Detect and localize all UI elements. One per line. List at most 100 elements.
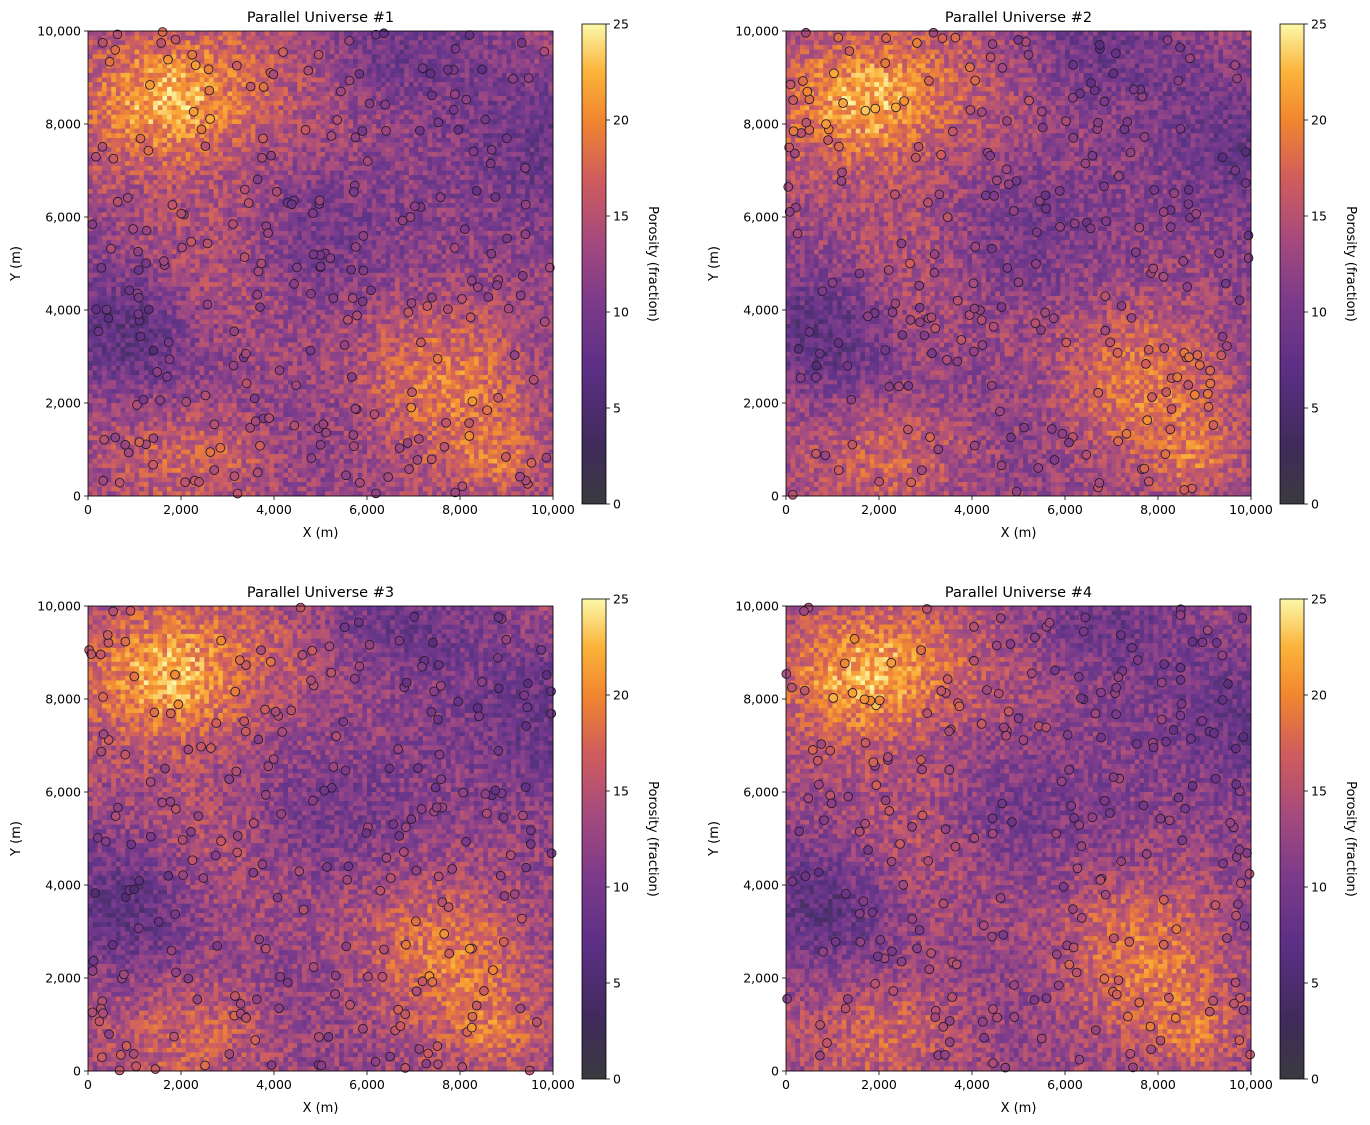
heatmap-cell bbox=[107, 73, 112, 78]
heatmap-cell bbox=[502, 115, 507, 120]
heatmap-cell bbox=[135, 101, 140, 106]
heatmap-cell bbox=[367, 82, 372, 87]
heatmap-cell bbox=[372, 129, 377, 134]
heatmap-cell bbox=[497, 91, 502, 96]
heatmap-cell bbox=[395, 36, 400, 41]
heatmap-cell bbox=[279, 87, 284, 92]
heatmap-cell bbox=[465, 161, 470, 166]
heatmap-cell bbox=[548, 157, 553, 162]
heatmap-cell bbox=[372, 40, 377, 45]
heatmap-cell bbox=[386, 175, 391, 180]
heatmap-cell bbox=[176, 198, 181, 203]
heatmap-cell bbox=[395, 161, 400, 166]
heatmap-cell bbox=[162, 96, 167, 101]
heatmap-cell bbox=[404, 73, 409, 78]
heatmap-cell bbox=[474, 171, 479, 176]
heatmap-cell bbox=[237, 124, 242, 129]
heatmap-cell bbox=[93, 171, 98, 176]
heatmap-cell bbox=[167, 82, 172, 87]
heatmap-cell bbox=[269, 59, 274, 64]
heatmap-cell bbox=[321, 73, 326, 78]
heatmap-cell bbox=[330, 180, 335, 185]
heatmap-cell bbox=[548, 45, 553, 50]
heatmap-cell bbox=[358, 175, 363, 180]
heatmap-cell bbox=[148, 119, 153, 124]
heatmap-cell bbox=[511, 189, 516, 194]
heatmap-cell bbox=[116, 59, 121, 64]
heatmap-cell bbox=[400, 184, 405, 189]
heatmap-cell bbox=[223, 105, 228, 110]
heatmap-cell bbox=[418, 54, 423, 59]
heatmap-cell bbox=[288, 166, 293, 171]
heatmap-cell bbox=[418, 189, 423, 194]
heatmap-cell bbox=[520, 31, 525, 36]
heatmap-cell bbox=[520, 101, 525, 106]
heatmap-cell bbox=[400, 124, 405, 129]
heatmap-cell bbox=[502, 96, 507, 101]
heatmap-cell bbox=[330, 189, 335, 194]
heatmap-cell bbox=[418, 91, 423, 96]
heatmap-cell bbox=[400, 133, 405, 138]
heatmap-cell bbox=[130, 40, 135, 45]
heatmap-cell bbox=[232, 157, 237, 162]
heatmap-cell bbox=[502, 40, 507, 45]
heatmap-cell bbox=[279, 147, 284, 152]
heatmap-cell bbox=[325, 105, 330, 110]
heatmap-cell bbox=[446, 166, 451, 171]
heatmap-cell bbox=[269, 124, 274, 129]
heatmap-cell bbox=[534, 171, 539, 176]
heatmap-cell bbox=[162, 110, 167, 115]
heatmap-cell bbox=[232, 143, 237, 148]
heatmap-cell bbox=[260, 184, 265, 189]
heatmap-cell bbox=[116, 101, 121, 106]
heatmap-cell bbox=[432, 171, 437, 176]
heatmap-cell bbox=[516, 171, 521, 176]
heatmap-cell bbox=[502, 198, 507, 203]
heatmap-cell bbox=[502, 91, 507, 96]
heatmap-cell bbox=[111, 143, 116, 148]
heatmap-cell bbox=[223, 115, 228, 120]
heatmap-cell bbox=[209, 180, 214, 185]
heatmap-cell bbox=[339, 147, 344, 152]
heatmap-cell bbox=[409, 115, 414, 120]
heatmap-cell bbox=[167, 115, 172, 120]
heatmap-cell bbox=[144, 73, 149, 78]
heatmap-cell bbox=[353, 101, 358, 106]
heatmap-cell bbox=[372, 78, 377, 83]
heatmap-cell bbox=[497, 105, 502, 110]
heatmap-cell bbox=[404, 59, 409, 64]
heatmap-cell bbox=[130, 161, 135, 166]
heatmap-cell bbox=[88, 50, 93, 55]
heatmap-cell bbox=[460, 157, 465, 162]
heatmap-cell bbox=[455, 157, 460, 162]
heatmap-cell bbox=[516, 59, 521, 64]
heatmap-cell bbox=[465, 133, 470, 138]
heatmap-cell bbox=[423, 96, 428, 101]
heatmap-cell bbox=[274, 166, 279, 171]
heatmap-cell bbox=[251, 54, 256, 59]
heatmap-cell bbox=[293, 138, 298, 143]
heatmap-cell bbox=[348, 166, 353, 171]
heatmap-cell bbox=[195, 161, 200, 166]
heatmap-cell bbox=[172, 96, 177, 101]
heatmap-cell bbox=[255, 45, 260, 50]
heatmap-cell bbox=[386, 87, 391, 92]
heatmap-cell bbox=[539, 119, 544, 124]
heatmap-cell bbox=[125, 45, 130, 50]
heatmap-cell bbox=[483, 54, 488, 59]
heatmap-cell bbox=[121, 138, 126, 143]
heatmap-cell bbox=[451, 138, 456, 143]
heatmap-cell bbox=[135, 194, 140, 199]
heatmap-cell bbox=[460, 73, 465, 78]
heatmap-cell bbox=[144, 161, 149, 166]
heatmap-cell bbox=[539, 68, 544, 73]
heatmap-cell bbox=[102, 119, 107, 124]
heatmap-cell bbox=[367, 147, 372, 152]
heatmap-cell bbox=[497, 54, 502, 59]
heatmap-cell bbox=[418, 194, 423, 199]
heatmap-cell bbox=[330, 147, 335, 152]
heatmap-cell bbox=[423, 143, 428, 148]
heatmap-cell bbox=[228, 36, 233, 41]
heatmap-cell bbox=[348, 115, 353, 120]
heatmap-cell bbox=[321, 124, 326, 129]
